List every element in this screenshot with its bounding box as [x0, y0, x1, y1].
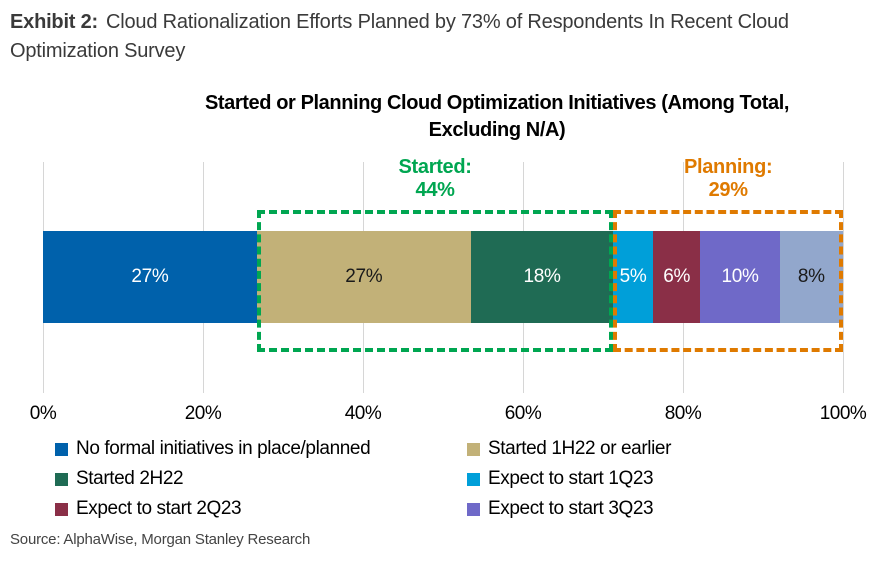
exhibit-title: Cloud Rationalization Efforts Planned by…	[10, 11, 789, 62]
stacked-bar: 27% 27% 18% 5% 6% 10% 8%	[43, 231, 843, 323]
started-label-text: Started:	[398, 156, 472, 178]
legend-swatch-icon	[55, 442, 68, 456]
legend-swatch-icon	[467, 502, 480, 516]
legend-item: Expect to start 3Q23	[467, 498, 671, 520]
legend-item: Expect to start 2Q23	[55, 498, 467, 520]
plot-area: Started: 44% Planning: 29% 27% 27% 18% 5% 6% 10%…	[30, 0, 867, 573]
chart-title: Started or Planning Cloud Optimization I…	[115, 90, 879, 144]
planning-group-label: Planning: 29%	[683, 156, 773, 202]
exhibit-header: Exhibit 2: Cloud Rationalization Efforts …	[10, 8, 872, 66]
legend-item: Started 1H22 or earlier	[467, 438, 671, 460]
chart-title-line1: Started or Planning Cloud Optimization I…	[204, 92, 790, 114]
legend-item-label: Started 2H22	[76, 468, 184, 489]
source-note: Source: AlphaWise, Morgan Stanley Resear…	[10, 531, 311, 548]
legend-swatch-icon	[55, 472, 68, 486]
legend-item: Expect to start 1Q23	[467, 468, 671, 490]
legend-swatch-icon	[467, 442, 480, 456]
bar-segment: 27%	[256, 231, 471, 323]
bar-segment: 27%	[43, 231, 257, 323]
x-axis-tick-label: 0%	[29, 403, 57, 424]
x-axis-tick-label: 60%	[504, 403, 542, 424]
legend: No formal initiatives in place/planned St…	[55, 438, 671, 520]
bar-segment: 10%	[700, 231, 780, 323]
legend-item-label: Expect to start 2Q23	[76, 498, 242, 519]
legend-item: No formal initiatives in place/planned	[55, 438, 467, 460]
bar-segment: 18%	[470, 231, 614, 323]
legend-item-label: No formal initiatives in place/planned	[76, 438, 371, 459]
planning-label-value: 29%	[708, 179, 748, 201]
bar-segment: 6%	[652, 231, 701, 323]
x-axis-tick-label: 80%	[664, 403, 702, 424]
legend-item-label: Expect to start 3Q23	[488, 498, 654, 519]
gridline	[843, 162, 844, 393]
started-label-value: 44%	[415, 179, 455, 201]
x-axis-tick-label: 20%	[184, 403, 222, 424]
legend-swatch-icon	[467, 472, 480, 486]
legend-swatch-icon	[55, 502, 68, 516]
planning-group-box	[613, 210, 843, 352]
planning-label-text: Planning:	[683, 156, 773, 178]
started-group-box	[256, 210, 614, 352]
bar-segment: 5%	[613, 231, 653, 323]
legend-item-label: Started 1H22 or earlier	[488, 438, 672, 459]
legend-item: Started 2H22	[55, 468, 467, 490]
exhibit-label: Exhibit 2:	[10, 11, 99, 33]
x-axis-tick-label: 100%	[819, 403, 867, 424]
bar-segment: 8%	[779, 231, 843, 323]
legend-item-label: Expect to start 1Q23	[488, 468, 654, 489]
chart-title-line2: Excluding N/A)	[428, 119, 566, 141]
started-group-label: Started: 44%	[398, 156, 471, 202]
x-axis-tick-label: 40%	[344, 403, 382, 424]
